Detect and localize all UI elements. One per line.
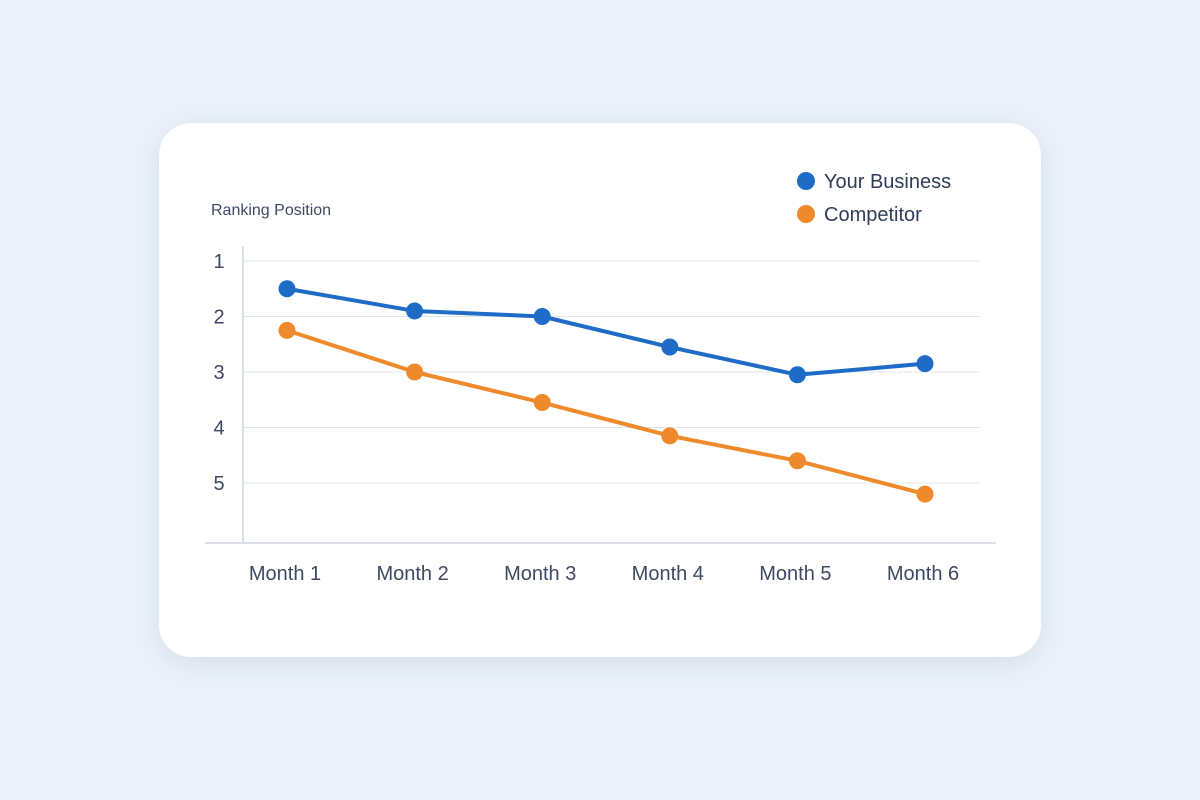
data-point (788, 366, 806, 384)
data-point (916, 355, 934, 373)
y-tick-label: 2 (213, 307, 224, 329)
data-point (406, 302, 424, 320)
y-tick-labels: 1 2 3 4 5 (213, 251, 224, 495)
data-point (788, 452, 806, 470)
x-tick-label: Month 3 (504, 563, 576, 585)
x-tick-label: Month 6 (887, 563, 959, 585)
series-1 (278, 321, 934, 503)
x-tick-label: Month 4 (632, 563, 704, 585)
x-tick-label: Month 2 (376, 563, 448, 585)
x-tick-labels: Month 1 Month 2 Month 3 Month 4 Month 5 Month… (249, 563, 959, 585)
y-axis-title: Ranking Position (211, 202, 331, 219)
legend-marker (797, 172, 815, 190)
data-point (661, 338, 679, 356)
legend-item: Competitor (797, 204, 922, 226)
legend-item: Your Business (797, 171, 951, 193)
y-tick-label: 1 (213, 251, 224, 273)
data-point (278, 280, 296, 298)
legend-label: Competitor (824, 204, 922, 226)
data-point (533, 394, 551, 412)
series-0 (278, 280, 934, 384)
y-tick-label: 3 (213, 362, 224, 384)
data-point (533, 308, 551, 325)
legend: Your Business Competitor (797, 171, 951, 226)
series-line (285, 328, 927, 497)
y-tick-label: 4 (213, 418, 224, 440)
grid-lines (243, 260, 980, 484)
series-lines (278, 280, 934, 503)
chart-card (159, 123, 1041, 657)
y-tick-label: 5 (213, 473, 224, 495)
data-point (916, 485, 934, 503)
x-tick-label: Month 1 (249, 563, 321, 585)
data-point (661, 427, 679, 445)
data-point (278, 321, 296, 339)
legend-marker (797, 205, 815, 223)
series-line (285, 286, 927, 377)
x-tick-label: Month 5 (759, 563, 831, 585)
data-point (406, 363, 424, 381)
legend-label: Your Business (824, 171, 951, 193)
